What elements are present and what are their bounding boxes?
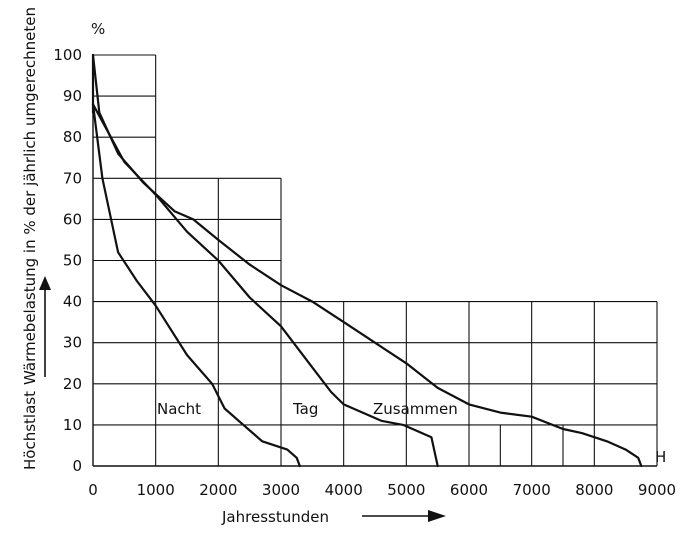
x-tick-label: 3000	[262, 481, 300, 499]
series-line-zusammen	[91, 53, 643, 468]
x-tick-label: 7000	[513, 481, 551, 499]
annotation-tag: Tag	[292, 400, 318, 418]
y-tick-label: 30	[63, 334, 82, 352]
x-tick-label: 9000	[638, 481, 676, 499]
y-tick-label: 50	[63, 252, 82, 270]
y-axis-label-line1: Wärmebelastung in % der jährlich umgerec…	[21, 7, 39, 385]
labels: % H Jahresstunden Wärmebelastung in % de…	[21, 7, 666, 526]
y-unit-label: %	[91, 20, 105, 38]
y-tick-label: 40	[63, 293, 82, 311]
y-tick-label: 70	[63, 169, 82, 187]
y-tick-label: 80	[63, 128, 82, 146]
x-axis-arrowhead-icon	[428, 510, 446, 522]
annotation-nacht: Nacht	[157, 400, 201, 418]
x-tick-label: 0	[88, 481, 98, 499]
y-tick-label: 20	[63, 375, 82, 393]
x-tick-label: 8000	[575, 481, 613, 499]
annotation-zusammen: Zusammen	[373, 400, 458, 418]
y-tick-label: 60	[63, 210, 82, 228]
x-tick-label: 1000	[137, 481, 175, 499]
y-tick-label: 100	[53, 46, 82, 64]
x-tick-label: 6000	[450, 481, 488, 499]
x-tick-label: 4000	[325, 481, 363, 499]
axes	[39, 55, 657, 522]
x-axis-label: Jahresstunden	[221, 508, 329, 526]
y-tick-label: 0	[72, 457, 82, 475]
y-axis-label-line2: Höchstlast	[21, 391, 39, 470]
x-tick-label: 2000	[199, 481, 237, 499]
x-tick-label: 5000	[387, 481, 425, 499]
series-line-tag	[91, 103, 439, 468]
series	[91, 53, 643, 468]
x-unit-label: H	[655, 448, 666, 466]
y-tick-label: 90	[63, 87, 82, 105]
y-axis-arrowhead-icon	[39, 276, 51, 290]
series-line-nacht	[91, 103, 301, 468]
y-tick-label: 10	[63, 416, 82, 434]
